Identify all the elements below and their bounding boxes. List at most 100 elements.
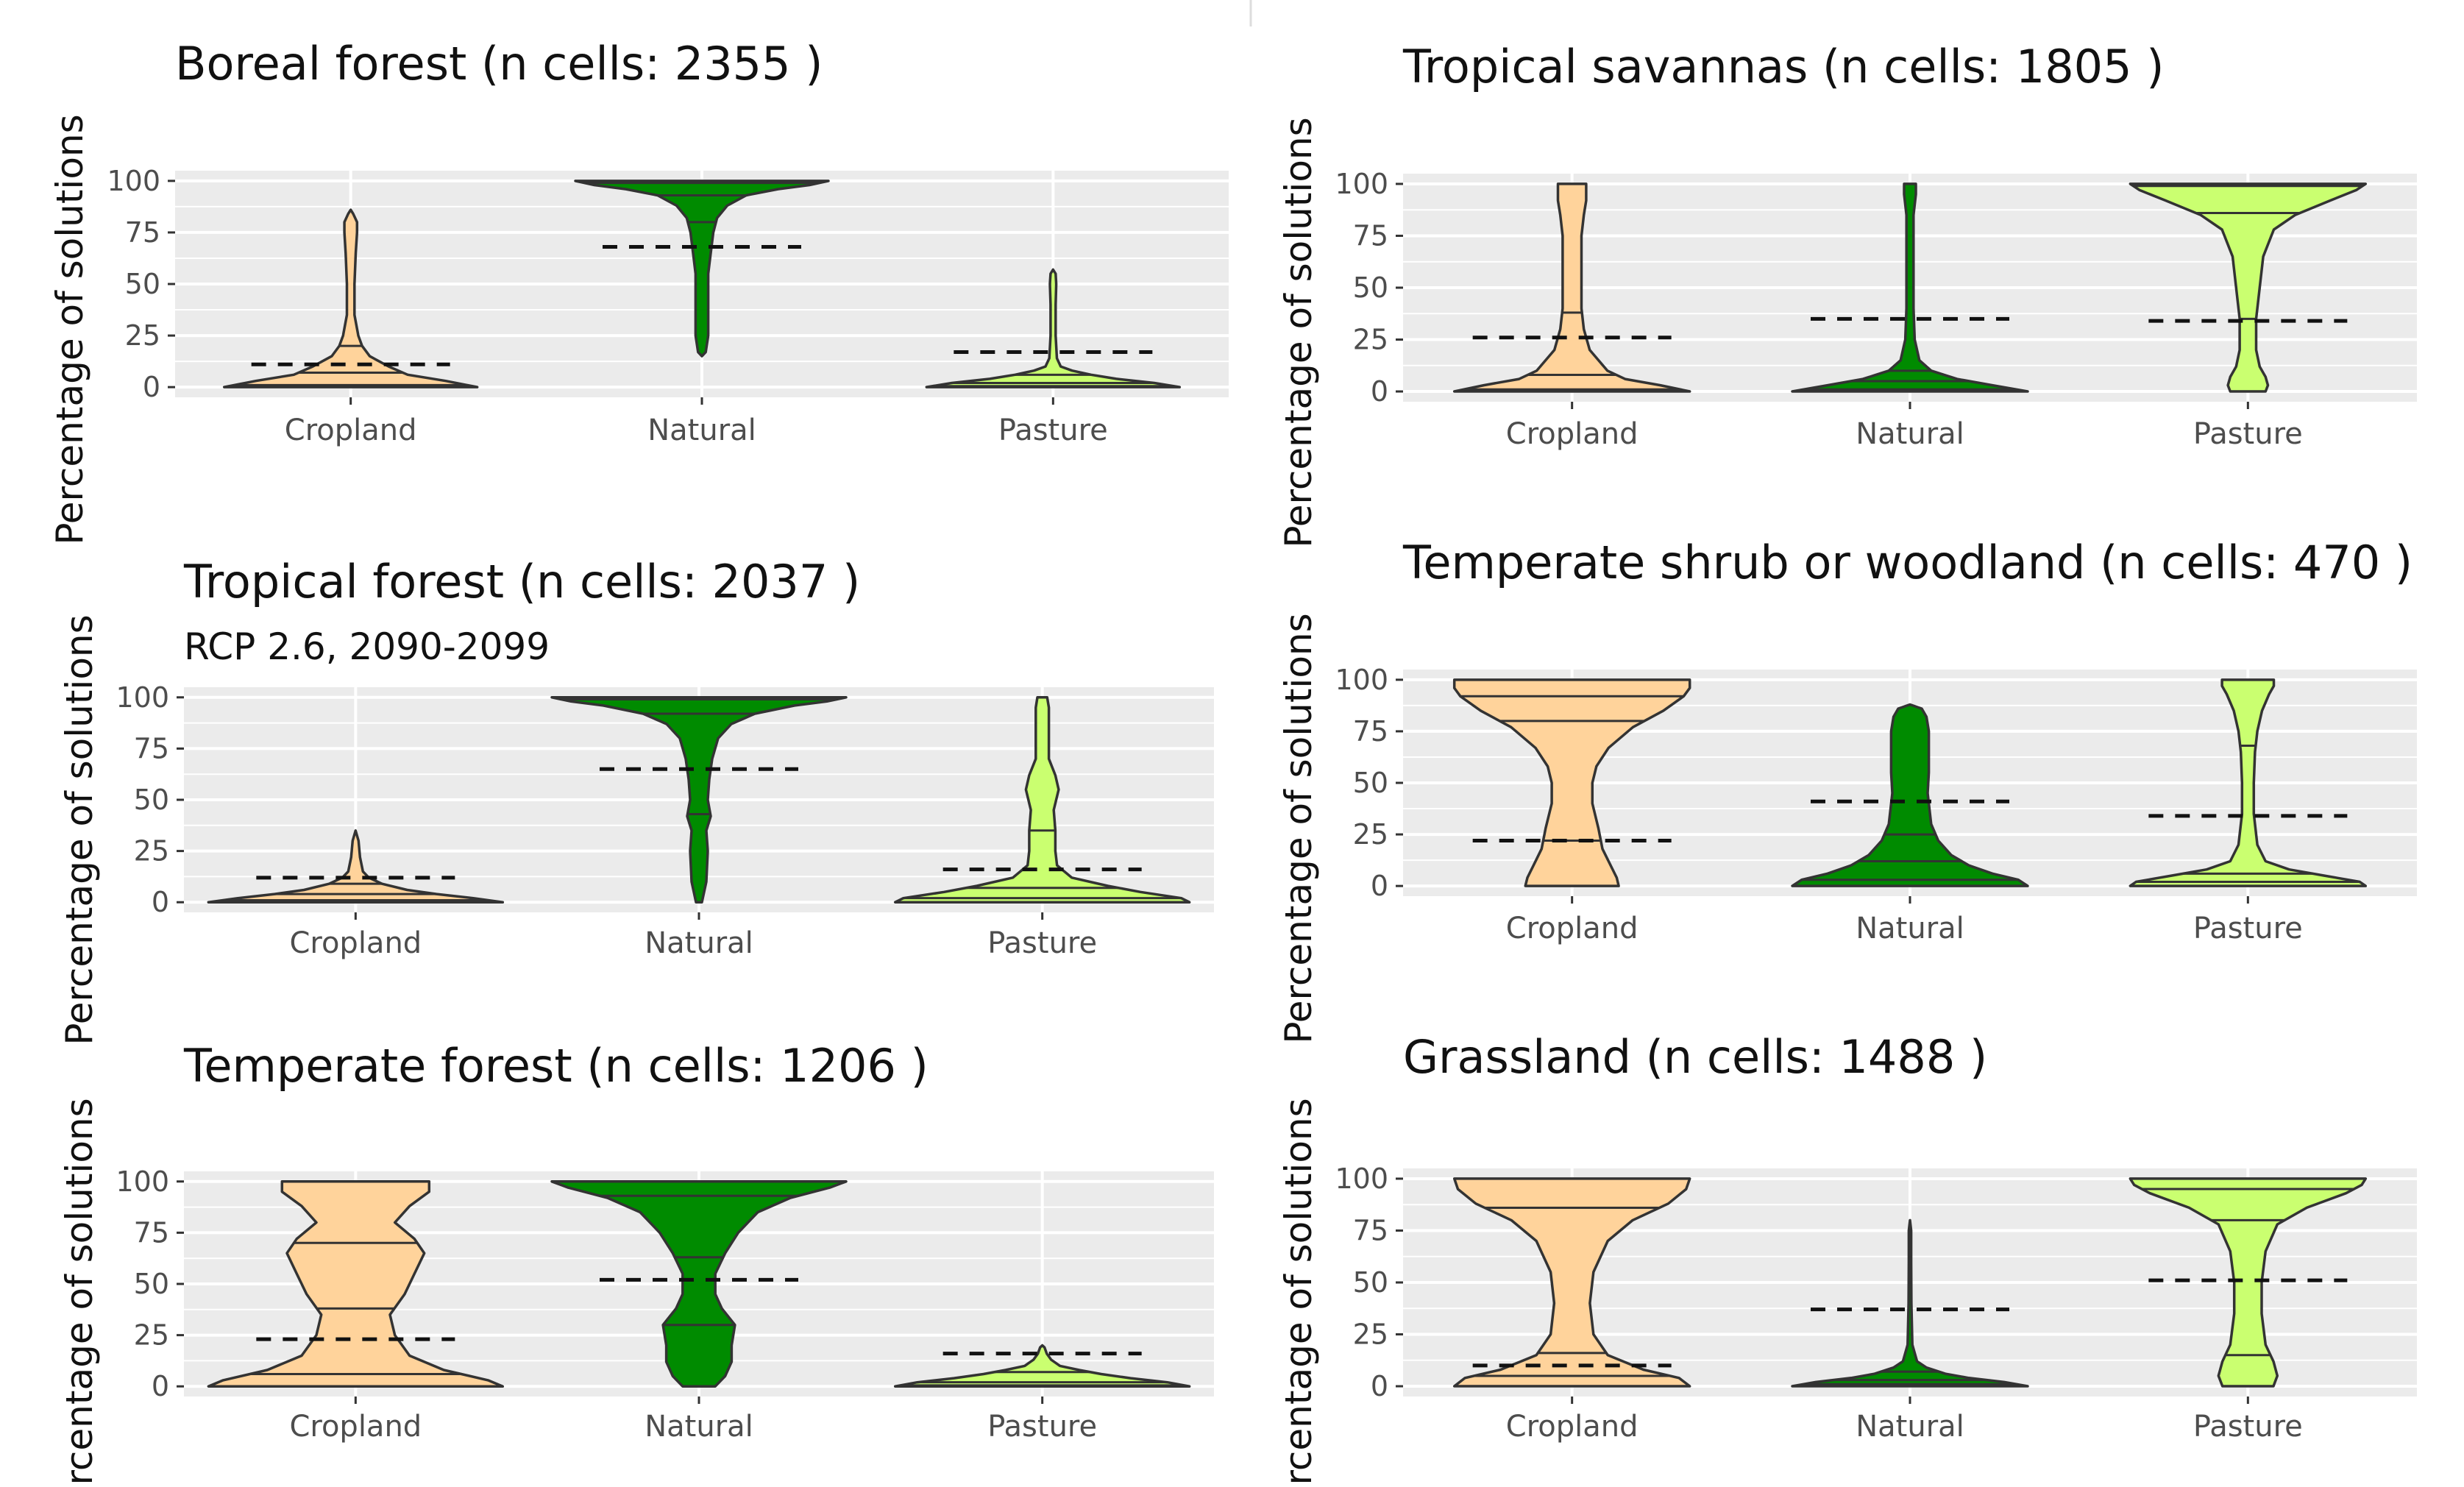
violin-shape-cropland: [207, 1180, 505, 1388]
violin-shape-pasture: [2129, 182, 2368, 393]
y-axis-title: Percentage of solutions: [49, 114, 91, 544]
panel-title: Grassland (n cells: 1488 ): [1403, 1030, 1987, 1084]
plot-area: 0 25 50 75 100 Cropland Natural Pasture: [1335, 168, 2417, 451]
violin-pasture: [2129, 1177, 2368, 1388]
violin-natural: [550, 1180, 848, 1388]
x-tick-label-cropland: Cropland: [1506, 417, 1638, 451]
x-tick-label-pasture: Pasture: [2193, 1410, 2303, 1444]
panel-tropical-savannas: Tropical savannas (n cells: 1805 ) Perce…: [1277, 40, 2417, 548]
y-tick-label: 75: [1353, 219, 1388, 252]
panel-title: Tropical forest (n cells: 2037 ): [183, 555, 860, 608]
violin-pasture: [893, 1344, 1191, 1388]
y-tick-label: 100: [116, 681, 169, 714]
violin-pasture: [893, 696, 1191, 904]
x-tick-label-natural: Natural: [1856, 417, 1964, 451]
violin-shape-pasture: [925, 268, 1182, 388]
y-tick-label: 0: [1371, 1370, 1388, 1402]
x-tick-label-pasture: Pasture: [987, 926, 1097, 960]
violin-shape-natural: [550, 1180, 848, 1388]
y-tick-label: 50: [134, 784, 169, 816]
x-tick-label-pasture: Pasture: [2193, 912, 2303, 945]
x-tick-label-natural: Natural: [645, 926, 753, 960]
y-tick-label: 25: [134, 835, 169, 867]
panel-subtitle: RCP 2.6, 2090-2099: [184, 625, 550, 668]
plot-area: 0 25 50 75 100 Cropland Natural Pasture: [107, 165, 1229, 447]
y-tick-label: 50: [1353, 272, 1388, 304]
y-tick-label: 100: [107, 165, 160, 197]
y-tick-label: 25: [134, 1319, 169, 1352]
panel-title: Temperate forest (n cells: 1206 ): [183, 1039, 929, 1093]
violin-natural: [1791, 703, 2029, 887]
violin-shape-pasture: [893, 696, 1191, 904]
violin-cropland: [207, 1180, 505, 1388]
violin-natural: [574, 180, 830, 358]
x-tick-label-pasture: Pasture: [998, 414, 1108, 447]
violin-shape-cropland: [1452, 1177, 1691, 1388]
y-tick-label: 100: [1335, 168, 1388, 200]
panel-temperate-shrub-or-woodland: Temperate shrub or woodland (n cells: 47…: [1277, 536, 2417, 1044]
y-tick-label: 50: [1353, 767, 1388, 799]
violin-pasture: [2129, 182, 2368, 393]
violin-natural: [1791, 182, 2029, 393]
y-axis-title: Percentage of solutions: [58, 614, 101, 1045]
y-tick-label: 75: [1353, 715, 1388, 748]
y-tick-label: 75: [1353, 1214, 1388, 1246]
violin-cropland: [207, 829, 505, 904]
y-tick-label: 0: [1371, 375, 1388, 408]
violin-shape-pasture: [2129, 1177, 2368, 1388]
y-axis-title: Percentage of solutions: [58, 1098, 101, 1487]
panel-tropical-forest: Tropical forest (n cells: 2037 ) RCP 2.6…: [58, 555, 1214, 1046]
y-tick-label: 25: [1353, 818, 1388, 851]
x-tick-label-cropland: Cropland: [285, 414, 417, 447]
y-tick-label: 50: [134, 1268, 169, 1300]
violin-shape-natural: [574, 180, 830, 358]
panel-title: Boreal forest (n cells: 2355 ): [175, 37, 823, 91]
violin-cropland: [1452, 678, 1691, 887]
x-tick-label-pasture: Pasture: [2193, 417, 2303, 451]
x-tick-label-cropland: Cropland: [289, 926, 422, 960]
y-tick-label: 100: [1335, 1163, 1388, 1195]
y-axis-title: Percentage of solutions: [1277, 1098, 1320, 1487]
x-tick-label-natural: Natural: [645, 1410, 753, 1444]
plot-area: 0 25 50 75 100 Cropland Natural Pasture: [1335, 664, 2417, 945]
y-tick-label: 25: [125, 319, 160, 352]
panel-title: Temperate shrub or woodland (n cells: 47…: [1402, 536, 2412, 589]
y-tick-label: 0: [152, 1370, 169, 1402]
y-tick-label: 100: [116, 1165, 169, 1198]
violin-shape-cropland: [1452, 678, 1691, 887]
violin-shape-pasture: [893, 1344, 1191, 1388]
y-tick-label: 0: [143, 371, 160, 403]
y-tick-label: 0: [152, 886, 169, 918]
violin-shape-pasture: [2129, 678, 2368, 887]
plot-area: 0 25 50 75 100 Cropland Natural Pasture: [116, 681, 1214, 960]
y-tick-label: 75: [134, 1216, 169, 1249]
panel-grassland: Grassland (n cells: 1488 ) Percentage of…: [1277, 1030, 2417, 1487]
x-tick-label-cropland: Cropland: [289, 1410, 422, 1444]
violin-shape-cropland: [1452, 182, 1691, 393]
y-tick-label: 75: [125, 216, 160, 249]
violin-cropland: [1452, 182, 1691, 393]
violin-shape-natural: [550, 696, 848, 904]
y-axis-title: Percentage of solutions: [1277, 613, 1320, 1043]
plot-area: 0 25 50 75 100 Cropland Natural Pasture: [116, 1165, 1214, 1444]
y-tick-label: 100: [1335, 664, 1388, 696]
y-tick-label: 25: [1353, 1319, 1388, 1351]
violin-natural: [1791, 1218, 2029, 1388]
x-tick-label-natural: Natural: [1856, 1410, 1964, 1444]
x-tick-label-cropland: Cropland: [1506, 912, 1638, 945]
violin-shape-cropland: [222, 208, 479, 388]
plot-area: 0 25 50 75 100 Cropland Natural Pasture: [1335, 1163, 2417, 1444]
y-tick-label: 75: [134, 732, 169, 764]
y-tick-label: 0: [1371, 870, 1388, 902]
y-tick-label: 25: [1353, 324, 1388, 356]
violin-cropland: [1452, 1177, 1691, 1388]
violin-natural: [550, 696, 848, 904]
violin-cropland: [222, 208, 479, 388]
y-axis-title: Percentage of solutions: [1277, 117, 1320, 547]
panel-temperate-forest: Temperate forest (n cells: 1206 ) Percen…: [58, 1039, 1214, 1487]
x-tick-label-cropland: Cropland: [1506, 1410, 1638, 1444]
x-tick-label-pasture: Pasture: [987, 1410, 1097, 1444]
x-tick-label-natural: Natural: [647, 414, 756, 447]
y-tick-label: 50: [125, 268, 160, 300]
